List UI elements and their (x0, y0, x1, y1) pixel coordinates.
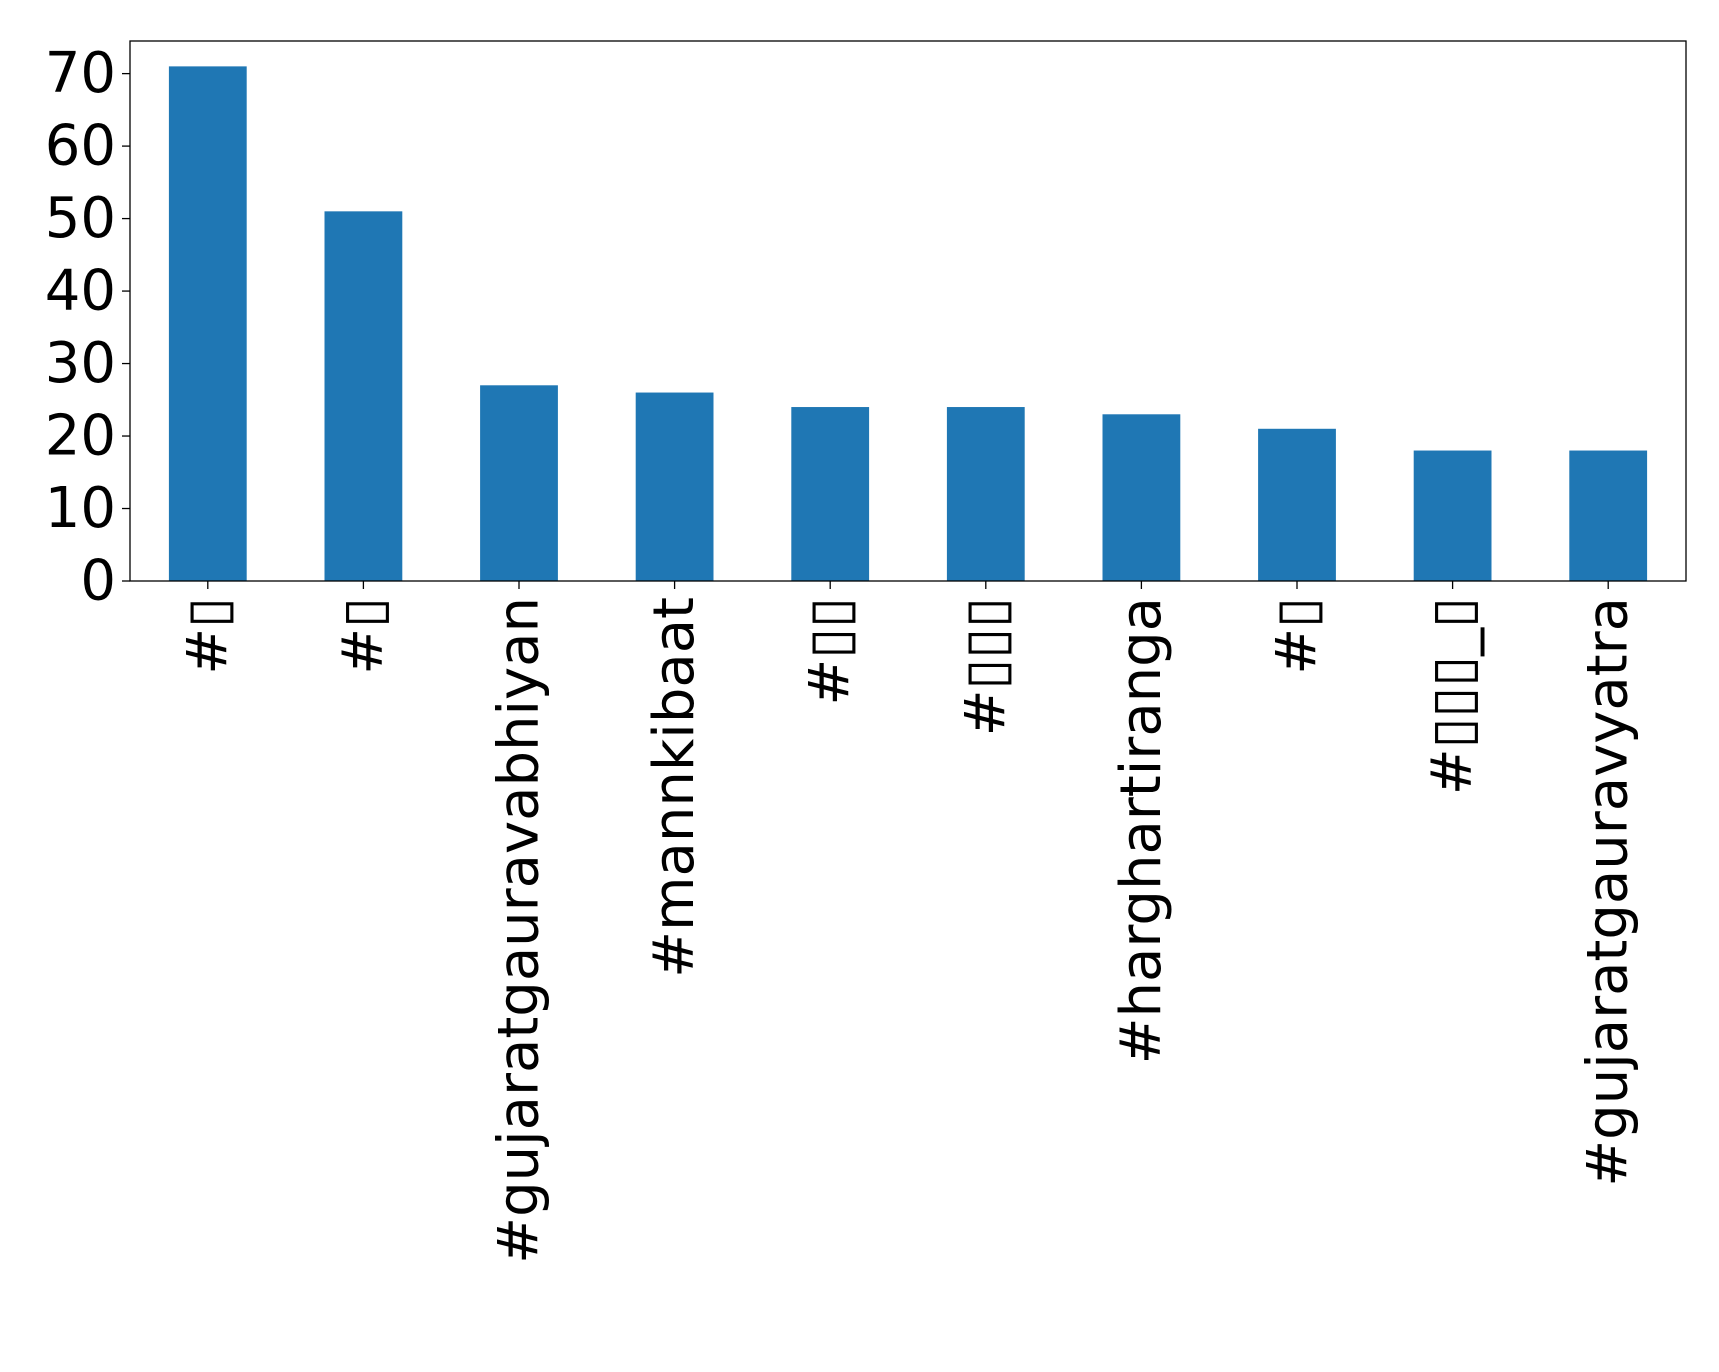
plot-frame (129, 40, 1687, 582)
y-tick-label: 40 (45, 259, 116, 324)
bar-7 (1102, 414, 1181, 581)
x-tick-label: #▯▯▯ (953, 597, 1018, 736)
x-tick-label: #▯▯▯_▯ (1420, 597, 1485, 795)
bar-1 (168, 66, 247, 581)
bars-layer (168, 66, 1648, 581)
bar-3 (480, 385, 558, 581)
x-tick-label: #harghartiranga (1109, 597, 1174, 1064)
bar-10 (1569, 450, 1648, 581)
y-tick-label: 10 (45, 476, 116, 541)
x-tick-label: #mannkibaat (642, 597, 707, 978)
x-tick-label: #▯ (331, 597, 396, 675)
x-tick-label: #gujaratgauravyatra (1576, 597, 1641, 1187)
y-tick-label: 60 (45, 114, 116, 179)
y-tick-label: 20 (45, 404, 116, 469)
x-tick-label: #▯▯ (798, 597, 863, 706)
y-tick-label: 30 (45, 331, 116, 396)
x-tick-label: #▯ (175, 597, 240, 675)
x-axis: #▯ #▯ #gujaratgauravabhiyan #mannkibaat #▯▯ #… (175, 581, 1641, 1264)
y-tick-label: 70 (45, 41, 116, 106)
y-tick-label: 50 (45, 186, 116, 251)
bar-2 (324, 211, 403, 581)
bar-9 (1413, 450, 1492, 581)
x-tick-label: #▯ (1265, 597, 1330, 675)
x-tick-label: #gujaratgauravabhiyan (487, 597, 552, 1264)
y-tick-label: 0 (80, 549, 116, 614)
bar-4 (635, 392, 714, 581)
bar-5 (791, 407, 870, 581)
bar-8 (1258, 428, 1336, 581)
y-axis: 0 10 20 30 40 50 60 70 (45, 41, 130, 614)
bar-6 (946, 407, 1025, 581)
